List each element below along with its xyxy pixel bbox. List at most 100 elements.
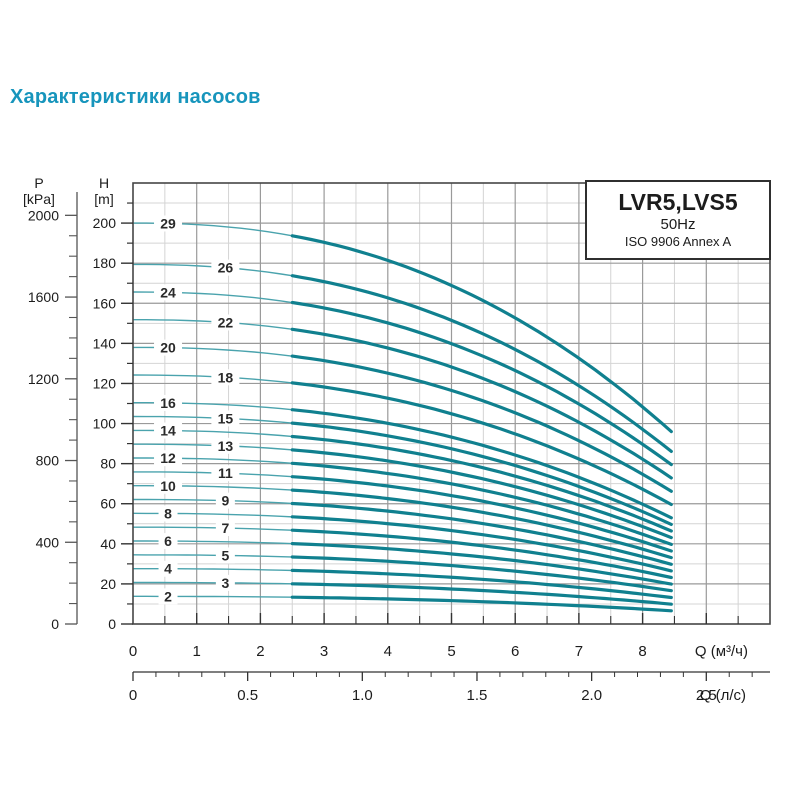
curve-label-3: 3 <box>221 575 229 591</box>
x-axis-tick-label: 2 <box>256 643 264 660</box>
curve-label-mask <box>154 339 183 356</box>
curve-label-mask <box>158 533 178 550</box>
curve-label-4: 4 <box>164 561 172 577</box>
curve-label-mask <box>158 588 178 605</box>
page-title: Характеристики насосов <box>10 86 261 108</box>
curve-label-mask <box>215 547 235 564</box>
curve-duty-26 <box>290 274 673 453</box>
legend-frequency: 50Hz <box>660 215 696 233</box>
curve-duty-11 <box>290 475 673 553</box>
curve-label-mask <box>215 574 235 591</box>
curve-duty-2 <box>290 595 673 613</box>
chart-legend: LVR5,LVS5 50Hz ISO 9906 Annex A <box>585 180 771 260</box>
curve-duty-20 <box>290 354 673 493</box>
curve-duty-18 <box>290 381 673 507</box>
p-axis-tick-label: 2000 <box>28 207 59 223</box>
h-axis-tick-label: 20 <box>100 576 116 592</box>
h-axis-tick-label: 200 <box>93 215 117 231</box>
x2-axis-tick-label: 1.0 <box>352 687 373 704</box>
curve-duty-12 <box>290 461 673 547</box>
h-axis-tick-label: 40 <box>100 536 116 552</box>
x-axis-tick-label: 8 <box>638 643 646 660</box>
x-axis-title: Q (м³/ч) <box>695 643 748 660</box>
x-axis-tick-label: 3 <box>320 643 328 660</box>
x-axis-tick-label: 0 <box>129 643 137 660</box>
x2-axis-tick-label: 0 <box>129 687 137 704</box>
curve-label-mask <box>154 215 183 232</box>
curve-duty-22 <box>290 327 673 480</box>
curve-label-29: 29 <box>160 215 176 231</box>
legend-standard: ISO 9906 Annex A <box>624 234 732 250</box>
p-axis-title: P <box>34 175 43 191</box>
curve-duty-24 <box>290 300 673 467</box>
curve-duty-3 <box>290 582 673 606</box>
curve-label-mask <box>158 505 178 522</box>
curve-label-mask <box>154 477 183 494</box>
curve-label-12: 12 <box>160 450 176 466</box>
curve-duty-16 <box>290 408 673 520</box>
curve-label-26: 26 <box>218 260 234 276</box>
curve-duty-6 <box>290 541 673 586</box>
h-axis-tick-label: 180 <box>93 255 117 271</box>
curve-label-mask <box>211 437 240 454</box>
curve-label-24: 24 <box>160 284 176 300</box>
curve-label-mask <box>211 259 240 276</box>
curve-label-mask <box>154 422 183 439</box>
h-axis-tick-label: 160 <box>93 295 117 311</box>
curve-label-16: 16 <box>160 395 176 411</box>
curve-duty-29 <box>290 234 673 434</box>
h-axis-tick-label: 60 <box>100 496 116 512</box>
curve-label-8: 8 <box>164 505 172 521</box>
x2-axis-title: Q (л/с) <box>700 687 746 704</box>
curve-label-mask <box>211 314 240 331</box>
curve-duty-10 <box>290 488 673 560</box>
curve-label-15: 15 <box>218 410 234 426</box>
curve-duty-13 <box>290 448 673 540</box>
p-axis-tick-label: 1600 <box>28 289 59 305</box>
x-axis-tick-label: 5 <box>447 643 455 660</box>
curve-label-5: 5 <box>221 547 229 563</box>
curve-label-20: 20 <box>160 340 176 356</box>
curve-label-14: 14 <box>160 423 176 439</box>
curve-label-10: 10 <box>160 478 176 494</box>
x2-axis-tick-label: 0.5 <box>237 687 258 704</box>
curve-label-mask <box>154 394 183 411</box>
curve-duty-7 <box>290 528 673 580</box>
curve-label-22: 22 <box>218 314 234 330</box>
x-axis-tick-label: 4 <box>384 643 392 660</box>
x-axis-tick-label: 7 <box>575 643 583 660</box>
h-axis-tick-label: 80 <box>100 456 116 472</box>
curve-label-9: 9 <box>221 493 229 509</box>
h-axis-unit: [m] <box>94 191 113 207</box>
curve-label-7: 7 <box>221 520 229 536</box>
p-axis-tick-label: 1200 <box>28 371 59 387</box>
curve-label-mask <box>158 560 178 577</box>
legend-model-name: LVR5,LVS5 <box>618 189 738 216</box>
x2-axis-tick-label: 2.0 <box>581 687 602 704</box>
h-axis-title: H <box>99 175 109 191</box>
curve-duty-14 <box>290 434 673 533</box>
x-axis-tick-label: 6 <box>511 643 519 660</box>
p-axis-tick-label: 400 <box>36 534 60 550</box>
curve-label-13: 13 <box>218 438 234 454</box>
curve-duty-15 <box>290 421 673 527</box>
curve-label-mask <box>211 465 240 482</box>
h-axis-tick-label: 100 <box>93 416 117 432</box>
x2-axis-tick-label: 2.5 <box>696 687 717 704</box>
curve-duty-5 <box>290 555 673 593</box>
x-axis-tick-label: 1 <box>193 643 201 660</box>
p-axis-tick-label: 800 <box>36 453 60 469</box>
curve-label-mask <box>154 450 183 467</box>
p-axis-tick-label: 0 <box>51 616 59 632</box>
curve-duty-8 <box>290 515 673 573</box>
curve-label-mask <box>215 520 235 537</box>
curve-label-18: 18 <box>218 369 234 385</box>
h-axis-tick-label: 140 <box>93 335 117 351</box>
curve-duty-9 <box>290 501 673 566</box>
h-axis-tick-label: 120 <box>93 375 117 391</box>
curve-label-mask <box>154 284 183 301</box>
x2-axis-tick-label: 1.5 <box>467 687 488 704</box>
curve-label-2: 2 <box>164 588 172 604</box>
